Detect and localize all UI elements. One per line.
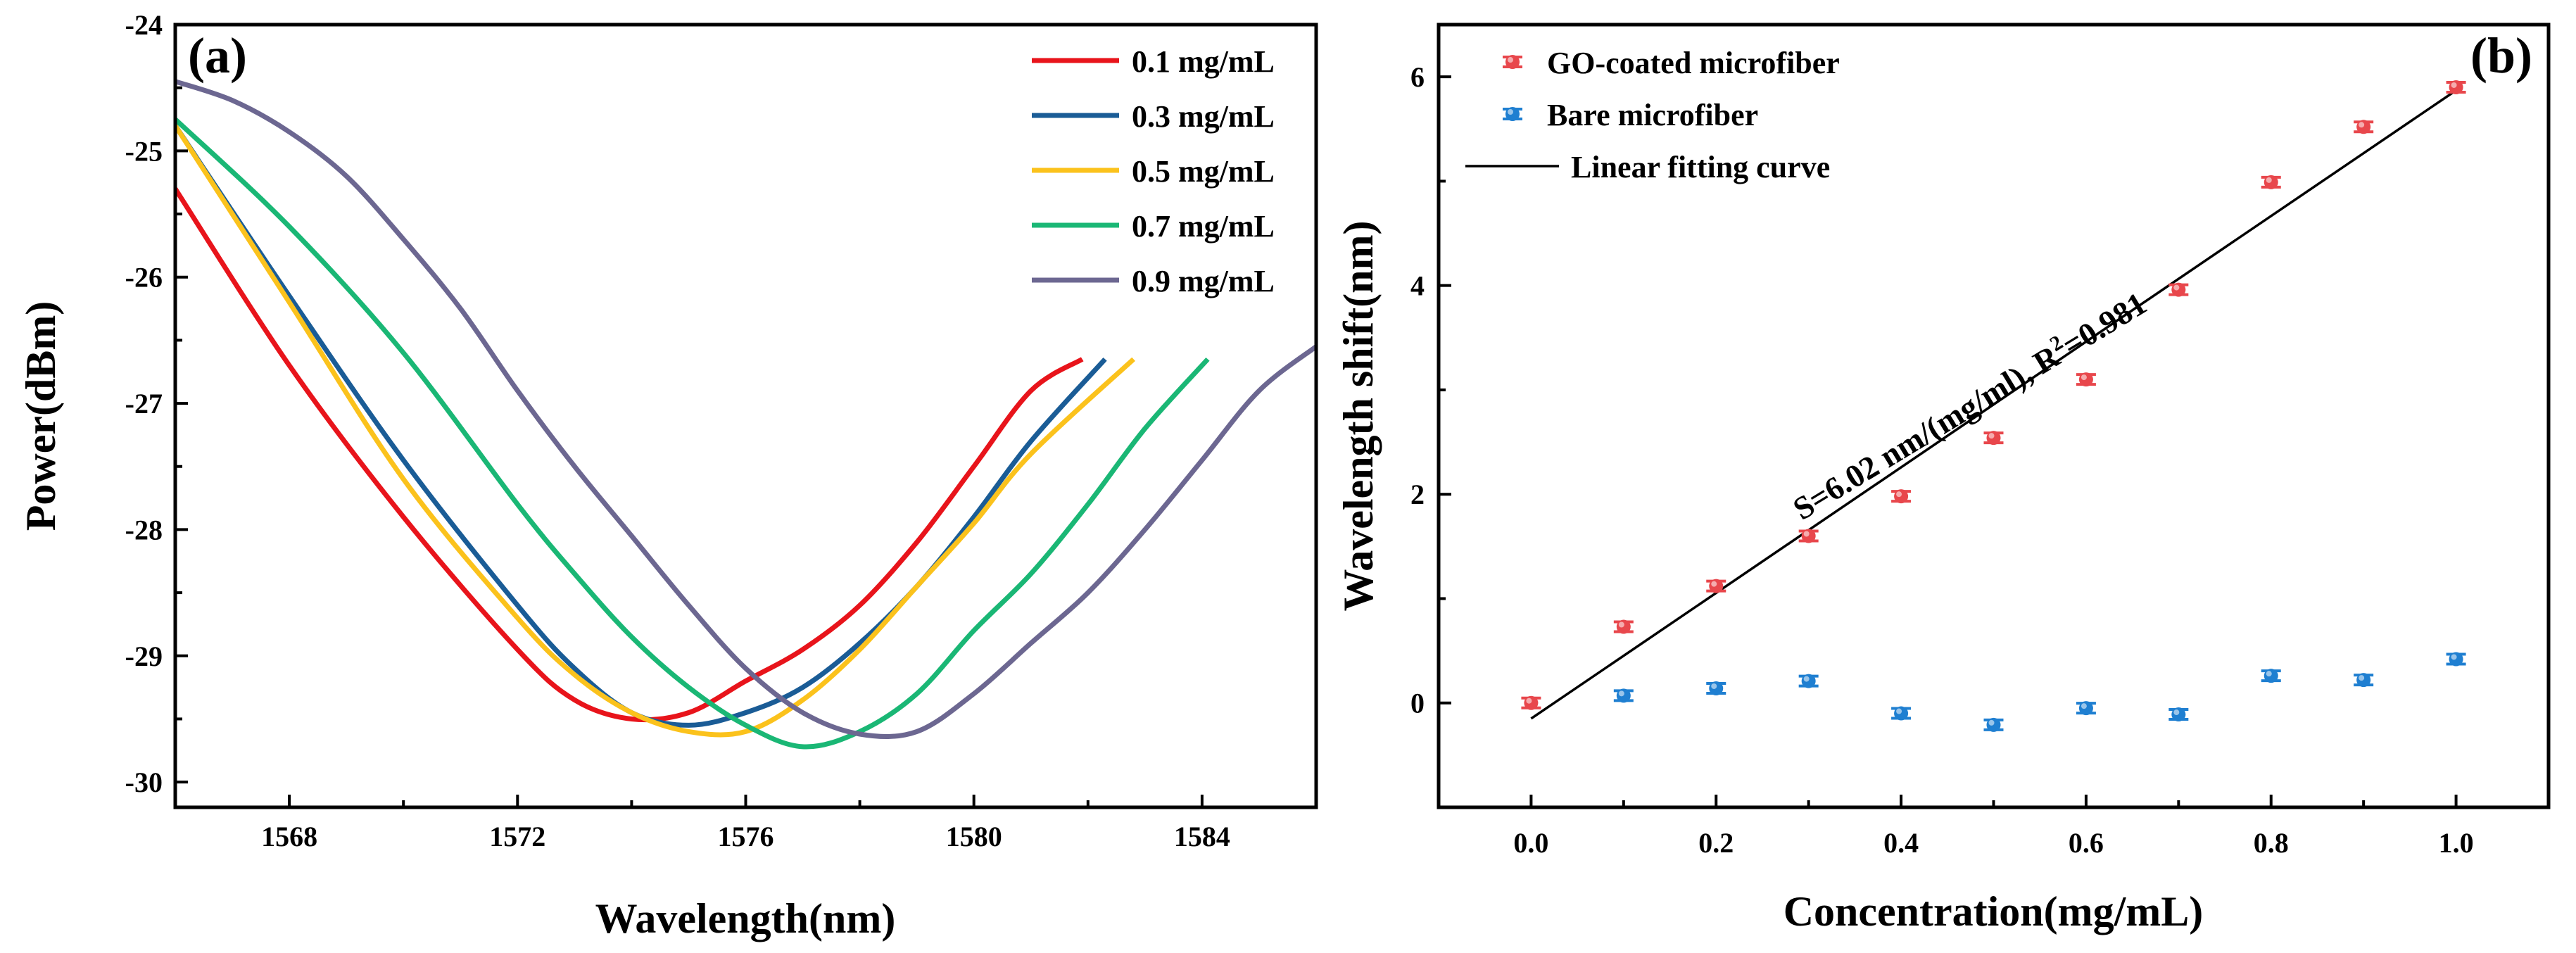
x-tick-label: 0.4 [1883,827,1919,859]
y-tick-label: -29 [125,640,163,672]
panel-a: 1568 1572 1576 1580 1584 -30 -29 -28 -27 -26 -25 -2… [18,9,1318,942]
x-tick-label: 0.8 [2254,827,2289,859]
legend-label-2: Bare microfiber [1547,98,1758,132]
legend-label-5: 0.9 mg/mL [1132,264,1275,298]
bare-point [2354,673,2374,688]
panel-b: 0.0 0.2 0.4 0.6 0.8 1.0 0 2 4 6 (b) GO-coated mic… [1335,23,2551,935]
y-tick-label: -28 [125,514,163,545]
legend-marker-2 [1503,107,1522,121]
bare-point [2076,701,2096,716]
y-tick-label: -27 [125,388,163,419]
panel-b-data-points [1521,80,2466,732]
go-point [2168,282,2189,297]
x-tick-label: 1584 [1174,821,1230,852]
bare-point [1613,688,1634,703]
go-point [1983,431,2004,446]
fit-annotation: S=6.02 nm/(mg/ml), R2=0.981 [1786,284,2152,527]
go-point [2354,120,2374,134]
x-tick-label: 1572 [489,821,545,852]
y-tick-label: 0 [1410,688,1425,719]
series-line-5 [175,79,1316,739]
x-tick-label: 0.0 [1513,827,1548,859]
y-tick-label: 2 [1410,479,1425,510]
panel-b-y-axis-title: Wavelength shift(nm) [1335,221,1382,612]
x-tick-label: 1.0 [2439,827,2474,859]
panel-b-x-axis-title: Concentration(mg/mL) [1783,888,2204,935]
x-tick-label: 0.2 [1698,827,1734,859]
panel-b-legend: GO-coated microfiber Bare microfiber Linea… [1465,46,1840,184]
bare-point [2261,669,2281,683]
go-point [2076,372,2096,387]
x-tick-label: 1568 [261,821,317,852]
fit-annotation-suffix: =0.981 [2056,285,2152,363]
panel-b-ticks: 0.0 0.2 0.4 0.6 0.8 1.0 0 2 4 6 [1410,61,2550,859]
y-tick-label: -24 [125,9,163,41]
bare-point [1983,717,2004,732]
go-point [1521,695,1541,710]
panel-a-x-axis-title: Wavelength(nm) [595,895,896,942]
legend-label-3: 0.5 mg/mL [1132,154,1275,189]
go-point [1891,489,1912,504]
linear-fit-line [1530,89,2457,720]
panel-b-label: (b) [2470,27,2532,84]
x-tick-label: 1580 [946,821,1002,852]
legend-label-1: 0.1 mg/mL [1132,44,1275,79]
series-line-3 [175,124,1135,738]
series-line-2 [175,124,1107,728]
legend-marker-1 [1503,55,1522,69]
legend-label-4: 0.7 mg/mL [1132,209,1275,244]
y-tick-label: -30 [125,766,163,798]
x-tick-label: 0.6 [2069,827,2104,859]
bare-point [1891,706,1912,721]
bare-point [1706,681,1726,695]
bare-point [1798,674,1819,688]
y-tick-label: -25 [125,135,163,167]
go-point [1706,579,1726,593]
panel-b-fit-line [1530,89,2457,720]
y-tick-label: 6 [1410,61,1425,93]
x-tick-label: 1576 [718,821,774,852]
series-line-1 [175,187,1084,723]
panel-a-ticks: 1568 1572 1576 1580 1584 -30 -29 -28 -27 -26 -25 -2… [125,9,1230,852]
bare-point [2446,652,2466,667]
panel-a-y-axis-title: Power(dBm) [18,301,64,531]
go-point [1798,529,1819,543]
panel-a-legend: 0.1 mg/mL 0.3 mg/mL 0.5 mg/mL 0.7 mg/mL 0.9 … [1032,44,1275,298]
y-tick-label: -26 [125,262,163,294]
legend-label-2: 0.3 mg/mL [1132,99,1275,134]
panel-a-plot-frame [173,23,1318,809]
bare-point [2168,707,2189,722]
go-point [2446,80,2466,94]
fit-annotation-prefix: S=6.02 nm/(mg/ml), R [1787,338,2066,527]
legend-label-1: GO-coated microfiber [1547,46,1840,80]
go-point [2261,175,2281,189]
panel-a-series-lines [175,79,1316,750]
panel-a-label: (a) [188,27,247,84]
series-line-4 [175,117,1210,750]
go-point [1613,619,1634,634]
legend-label-fit: Linear fitting curve [1571,150,1830,184]
y-tick-label: 4 [1410,270,1425,302]
